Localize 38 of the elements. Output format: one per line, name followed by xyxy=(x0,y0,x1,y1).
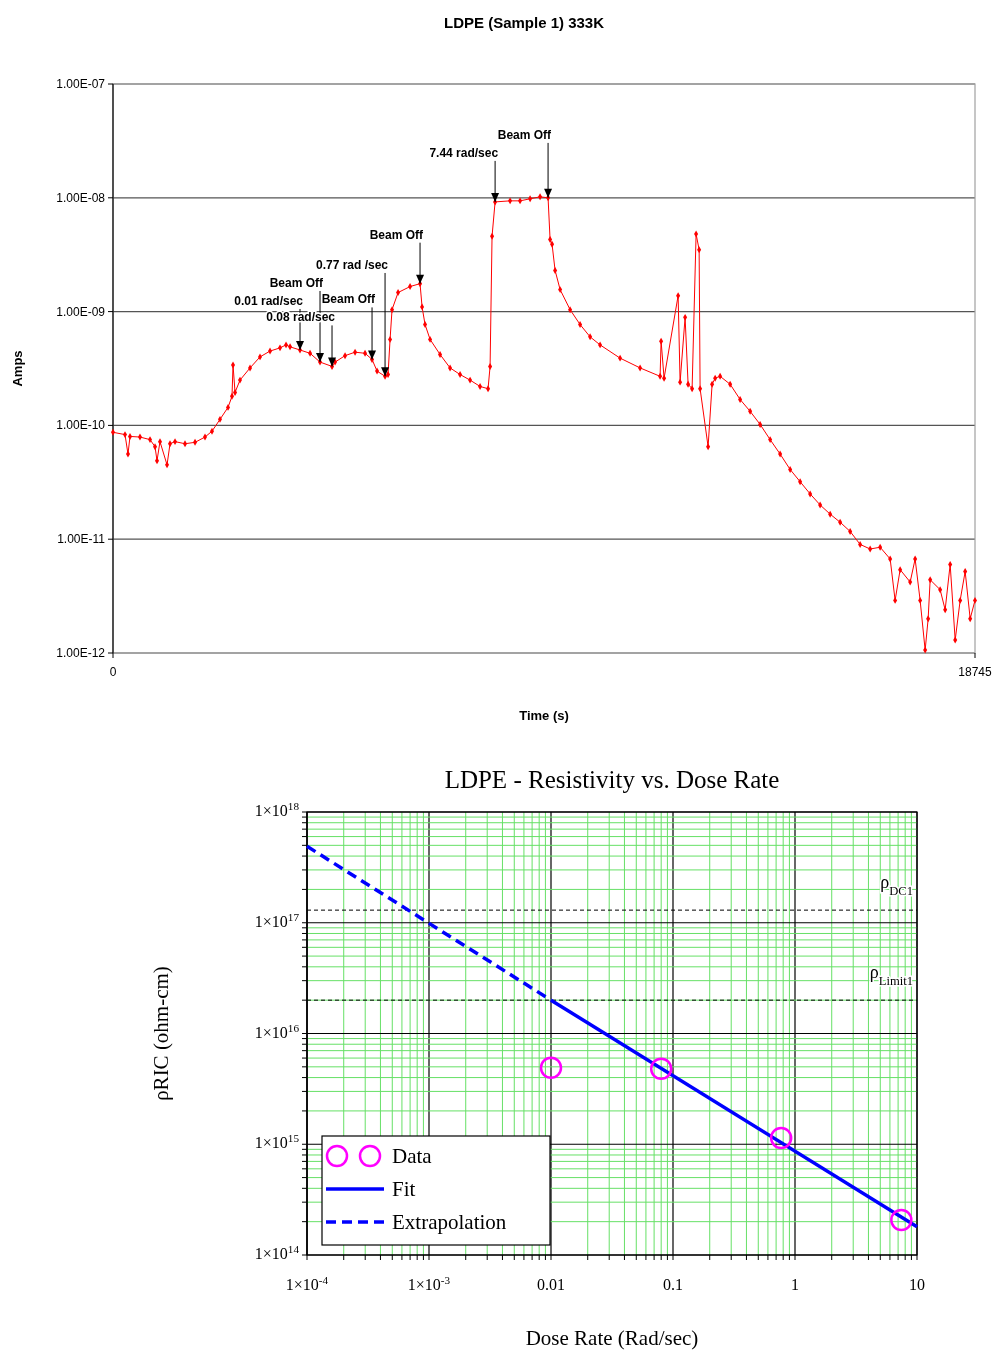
ref-line-label: ρ$_{DC1}$ xyxy=(880,872,913,899)
annotation: Beam Off xyxy=(321,292,377,307)
x-tick-label: 0.01 xyxy=(537,1276,565,1293)
ref-line-label: ρ$_{Limit1}$ xyxy=(869,962,913,989)
legend-label: Data xyxy=(392,1144,433,1168)
x-tick-label: 18745 xyxy=(958,665,993,679)
y-tick-label: 1×10$^{18}$ xyxy=(254,800,300,819)
y-tick-label: 1.00E-07 xyxy=(56,77,106,91)
x-axis-title: Dose Rate (Rad/sec) xyxy=(525,1326,699,1350)
chart-title: LDPE - Resistivity vs. Dose Rate xyxy=(444,766,780,793)
annotation: Beam Off xyxy=(269,275,325,290)
y-tick-label: 1.00E-09 xyxy=(56,304,106,319)
x-tick-label: 1×10$^{-3}$ xyxy=(407,1274,451,1293)
x-tick-label: 1 xyxy=(791,1276,799,1293)
y-tick-label: 1×10$^{15}$ xyxy=(254,1132,300,1152)
chart-title: LDPE (Sample 1) 333K xyxy=(443,14,605,31)
annotation: Beam Off xyxy=(369,227,425,242)
annotation: 0.01 rad/sec xyxy=(234,293,304,308)
y-axis-title: Amps xyxy=(10,350,25,387)
y-axis-title: ρRIC (ohm-cm) xyxy=(149,966,173,1101)
x-tick-label: 0 xyxy=(109,665,117,679)
annotation: 0.77 rad /sec xyxy=(315,257,389,272)
x-axis-title: Time (s) xyxy=(519,708,569,723)
x-tick-label: 10 xyxy=(909,1276,925,1293)
y-tick-label: 1×10$^{16}$ xyxy=(254,1021,300,1041)
x-tick-label: 1×10$^{-4}$ xyxy=(285,1274,329,1293)
legend-label: Fit xyxy=(392,1177,416,1201)
legend-label: Extrapolation xyxy=(392,1210,507,1234)
y-tick-label: 1.00E-10 xyxy=(56,418,106,433)
x-tick-label: 0.1 xyxy=(663,1276,683,1293)
y-tick-label: 1×10$^{14}$ xyxy=(254,1243,300,1262)
y-tick-label: 1×10$^{17}$ xyxy=(254,910,300,930)
annotation: 0.08 rad/sec xyxy=(266,310,336,325)
annotation: 7.44 rad/sec xyxy=(429,145,499,160)
y-tick-label: 1.00E-08 xyxy=(56,190,106,205)
annotation: Beam Off xyxy=(497,127,553,142)
y-tick-label: 1.00E-12 xyxy=(56,646,106,660)
y-tick-label: 1.00E-11 xyxy=(57,532,106,547)
